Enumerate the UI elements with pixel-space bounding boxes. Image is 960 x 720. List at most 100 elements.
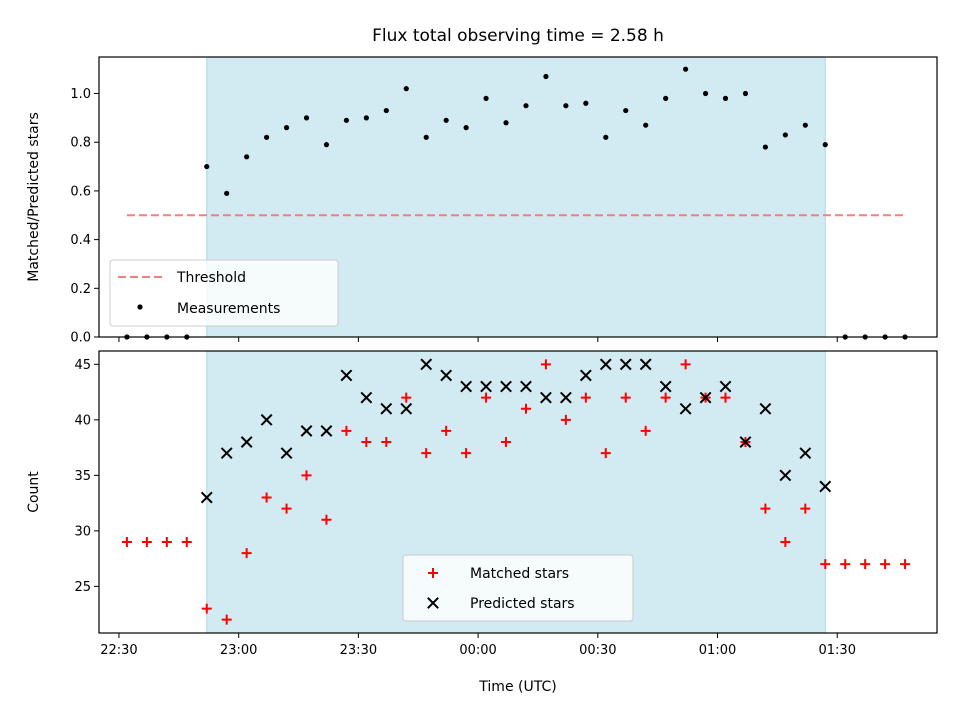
matched-star-point [461, 448, 472, 459]
measurement-point [563, 103, 569, 109]
measurement-point [283, 125, 290, 131]
measurement-point [303, 115, 310, 121]
chart-title: Flux total observing time = 2.58 h [372, 26, 664, 46]
measurement-point [343, 117, 350, 123]
predicted-star-point [380, 402, 393, 415]
top-panel: 0.0 0.2 0.4 0.6 0.8 1.0 Matched/Predicted star… [26, 56, 938, 346]
y-tick-label: 35 [74, 469, 91, 484]
measurement-point [403, 86, 409, 92]
predicted-star-point [779, 469, 792, 482]
x-tick-label: 00:00 [459, 643, 496, 658]
y-axis-label: Matched/Predicted stars [26, 112, 42, 282]
measurement-point [623, 107, 629, 114]
measurement-point [663, 95, 669, 101]
measurement-point [463, 125, 469, 131]
predicted-star-point [320, 425, 333, 437]
predicted-star-point [819, 480, 832, 493]
predicted-star-point [200, 491, 213, 504]
matched-star-point [161, 536, 172, 547]
measurement-point [603, 134, 609, 140]
predicted-star-point [559, 391, 572, 404]
matched-star-point [840, 559, 851, 570]
matched-star-point [520, 403, 531, 414]
measurement-point [383, 107, 389, 114]
y-axis-label: Count [26, 471, 42, 513]
measurement-point [762, 144, 769, 150]
legend-box [109, 259, 339, 327]
predicted-star-point [540, 391, 552, 404]
measurement-point [323, 142, 330, 148]
legend-matched-swatch [428, 568, 438, 578]
y-tick-label: 40 [74, 413, 91, 428]
measurement-point [244, 154, 250, 160]
predicted-star-point [659, 380, 672, 393]
matched-star-point [720, 392, 731, 403]
matched-star-point [760, 503, 771, 514]
predicted-star-point [420, 358, 433, 371]
x-tick-label: 01:00 [699, 643, 736, 658]
predicted-star-point [679, 402, 692, 415]
legend-threshold-label: Threshold [176, 270, 246, 286]
x-tick-label: 23:00 [220, 643, 257, 658]
bottom-panel: 25 30 35 40 45 22:30 23:00 23:30 00:00 00:30 01:00… [26, 350, 938, 695]
matched-star-point [540, 359, 551, 370]
y-tick-label: 0.4 [70, 233, 91, 248]
measurement-point [702, 90, 709, 97]
predicted-star-point [579, 369, 592, 382]
matched-star-point [281, 503, 292, 514]
legend-predicted-label: Predicted stars [470, 596, 575, 612]
x-tick-label: 01:30 [819, 643, 856, 658]
matched-star-point [341, 425, 352, 436]
matched-star-point [481, 392, 492, 403]
matched-star-point [560, 414, 571, 425]
matched-star-point [241, 548, 252, 559]
predicted-star-point [619, 358, 632, 371]
y-tick-label: 0.8 [70, 136, 91, 151]
predicted-star-point [639, 358, 652, 371]
legend-box [402, 554, 634, 622]
predicted-star-point [240, 436, 253, 448]
matched-star-point [800, 503, 811, 514]
predicted-star-point [480, 380, 492, 393]
predicted-star-point [220, 447, 233, 460]
predicted-star-point [280, 447, 293, 460]
y-tick-label: 1.0 [70, 87, 91, 102]
legend-predicted-swatch [427, 597, 439, 609]
y-tick-label: 30 [74, 524, 91, 539]
matched-star-point [401, 392, 412, 403]
measurement-point [443, 117, 449, 123]
matched-star-point [620, 392, 631, 403]
matched-star-point [381, 437, 392, 448]
predicted-star-point [260, 413, 273, 426]
measurement-point [523, 103, 529, 109]
y-tick-label: 45 [74, 358, 91, 373]
y-tick-label: 0.6 [70, 184, 91, 199]
predicted-star-point [520, 380, 532, 393]
measurement-point [224, 190, 230, 196]
matched-star-point [141, 536, 152, 547]
measurement-point [583, 100, 589, 106]
x-tick-label: 00:30 [579, 643, 616, 658]
matched-star-point [660, 392, 671, 403]
predicted-star-point [719, 380, 732, 393]
legend-measurements-swatch [137, 304, 143, 310]
axes-frame [98, 350, 938, 634]
predicted-star-point [599, 358, 612, 371]
predicted-star-point [699, 391, 712, 404]
matched-star-point [501, 437, 512, 448]
predicted-star-point [759, 402, 772, 415]
measurement-point [742, 90, 749, 97]
y-tick-label: 25 [74, 580, 91, 595]
x-axis-label: Time (UTC) [478, 679, 556, 695]
matched-star-point [301, 470, 312, 481]
measurement-point [363, 115, 369, 121]
measurement-point [782, 132, 788, 138]
matched-star-point [421, 448, 432, 459]
predicted-star-point [300, 425, 313, 437]
predicted-star-point [340, 369, 353, 382]
predicted-star-point [400, 402, 413, 415]
axes-frame [98, 56, 938, 338]
x-tick-label: 23:30 [340, 643, 377, 658]
matched-star-point [441, 425, 452, 436]
